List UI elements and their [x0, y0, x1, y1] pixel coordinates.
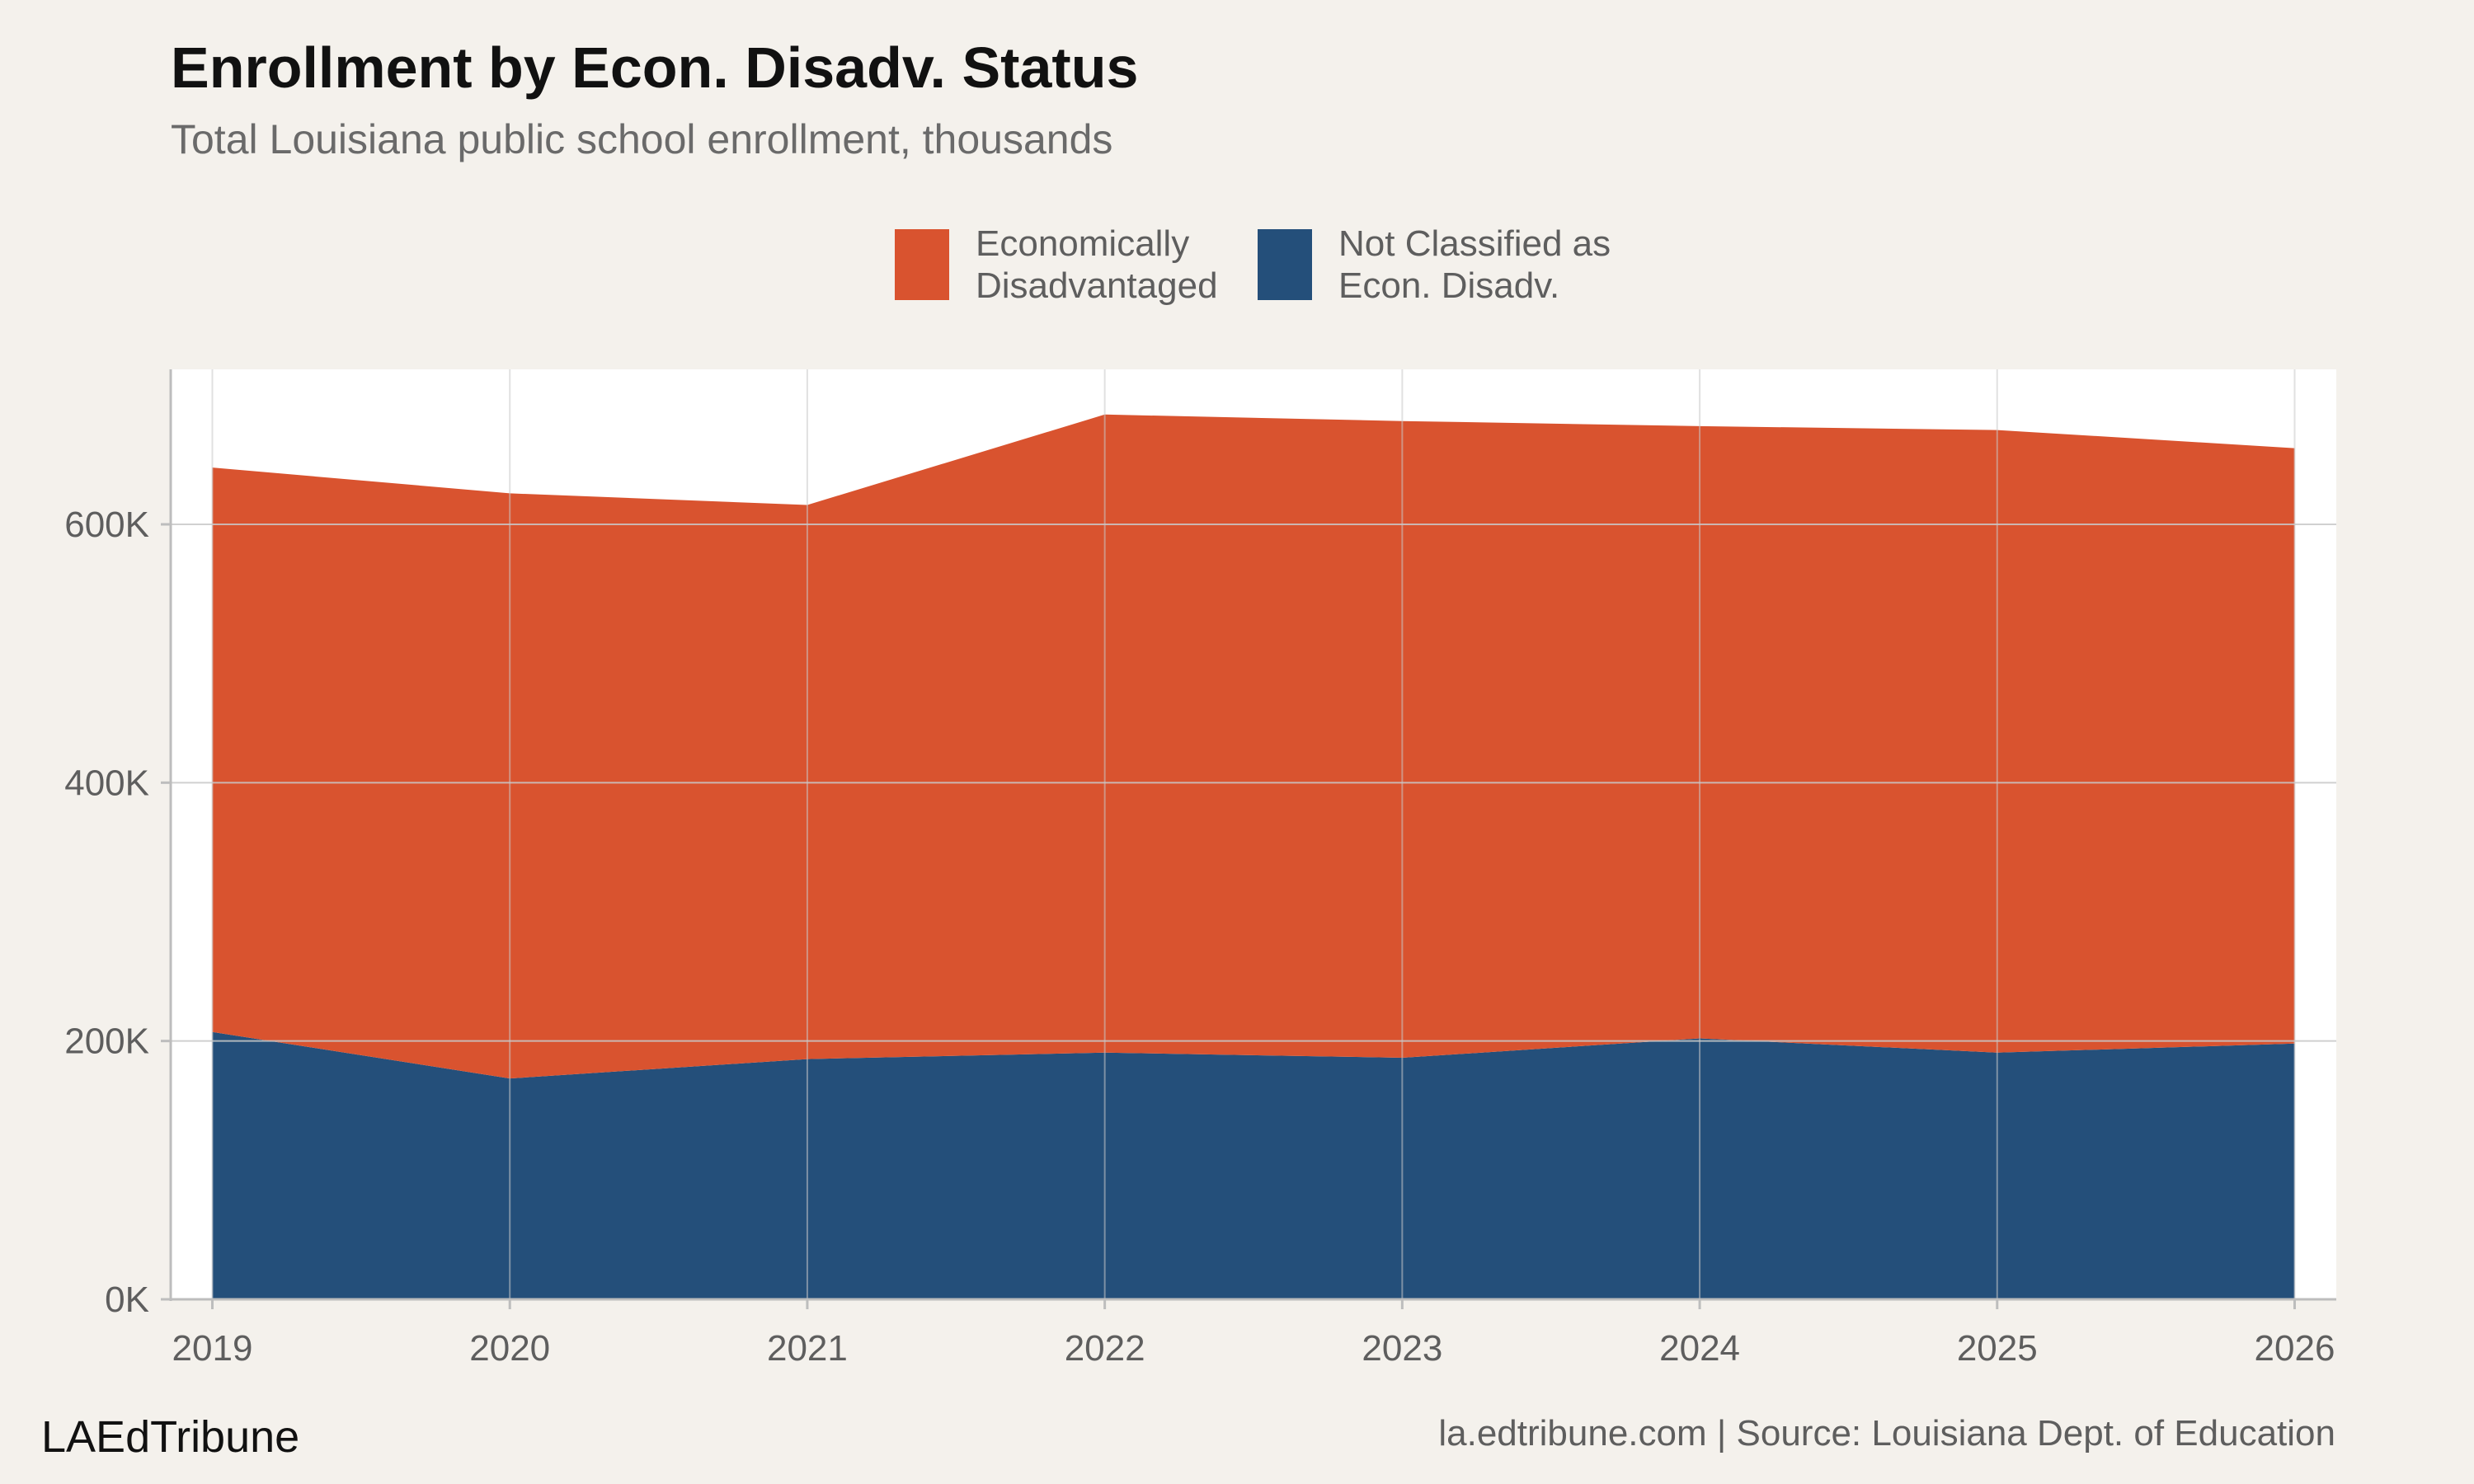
area-not-classified-as-econ-disadv — [212, 1031, 2295, 1299]
area-economically-disadvantaged — [212, 414, 2295, 1079]
legend-item-not-econ-disadv: Not Classified as Econ. Disadv. — [1258, 223, 1619, 307]
x-tick-label-2025: 2025 — [1957, 1328, 2038, 1369]
legend-swatch-not-econ-disadv — [1258, 229, 1312, 300]
source-footer: la.edtribune.com | Source: Louisiana Dep… — [1438, 1413, 2335, 1453]
gridlines — [171, 369, 2336, 1299]
y-tick-label-600K: 600K — [64, 505, 149, 545]
legend-swatch-econ-disadv — [895, 229, 949, 300]
brand-logo-text: LAEdTribune — [41, 1412, 300, 1462]
y-tick-label-200K: 200K — [64, 1021, 149, 1062]
y-tick-label-400K: 400K — [64, 763, 149, 803]
x-tick-label-2019: 2019 — [172, 1328, 253, 1369]
tick-labels: 0K 200K 400K 600K 2019 2020 2021 2022 2023 2024 20… — [64, 505, 2335, 1369]
chart-title: Enrollment by Econ. Disadv. Status — [171, 35, 1139, 100]
axes — [161, 369, 2336, 1309]
x-tick-label-2021: 2021 — [767, 1328, 848, 1369]
y-tick-label-0K: 0K — [105, 1280, 149, 1320]
chart-subtitle: Total Louisiana public school enrollment… — [171, 116, 1113, 162]
x-tick-label-2020: 2020 — [469, 1328, 550, 1369]
legend-item-econ-disadv: Economically Disadvantaged — [895, 223, 1231, 307]
legend: Economically Disadvantaged Not Classifie… — [895, 223, 1645, 307]
legend-label-not-econ-disadv: Not Classified as Econ. Disadv. — [1338, 223, 1611, 306]
x-tick-label-2022: 2022 — [1065, 1328, 1145, 1369]
x-tick-label-2026: 2026 — [2255, 1328, 2335, 1369]
x-tick-label-2023: 2023 — [1362, 1328, 1442, 1369]
x-tick-label-2024: 2024 — [1659, 1328, 1740, 1369]
area-layers — [212, 414, 2295, 1299]
legend-label-econ-disadv: Economically Disadvantaged — [976, 223, 1218, 306]
